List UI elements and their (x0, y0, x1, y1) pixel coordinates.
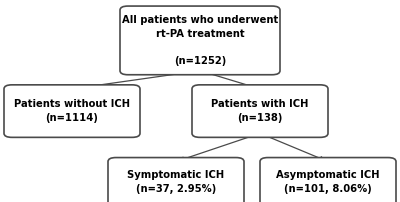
FancyBboxPatch shape (108, 158, 244, 202)
FancyBboxPatch shape (4, 85, 140, 137)
FancyBboxPatch shape (120, 6, 280, 75)
Text: All patients who underwent
rt-PA treatment

(n=1252): All patients who underwent rt-PA treatme… (122, 15, 278, 66)
Text: Patients without ICH
(n=1114): Patients without ICH (n=1114) (14, 99, 130, 123)
FancyBboxPatch shape (192, 85, 328, 137)
Text: Symptomatic ICH
(n=37, 2.95%): Symptomatic ICH (n=37, 2.95%) (128, 170, 224, 194)
Text: Patients with ICH
(n=138): Patients with ICH (n=138) (211, 99, 309, 123)
Text: Asymptomatic ICH
(n=101, 8.06%): Asymptomatic ICH (n=101, 8.06%) (276, 170, 380, 194)
FancyBboxPatch shape (260, 158, 396, 202)
